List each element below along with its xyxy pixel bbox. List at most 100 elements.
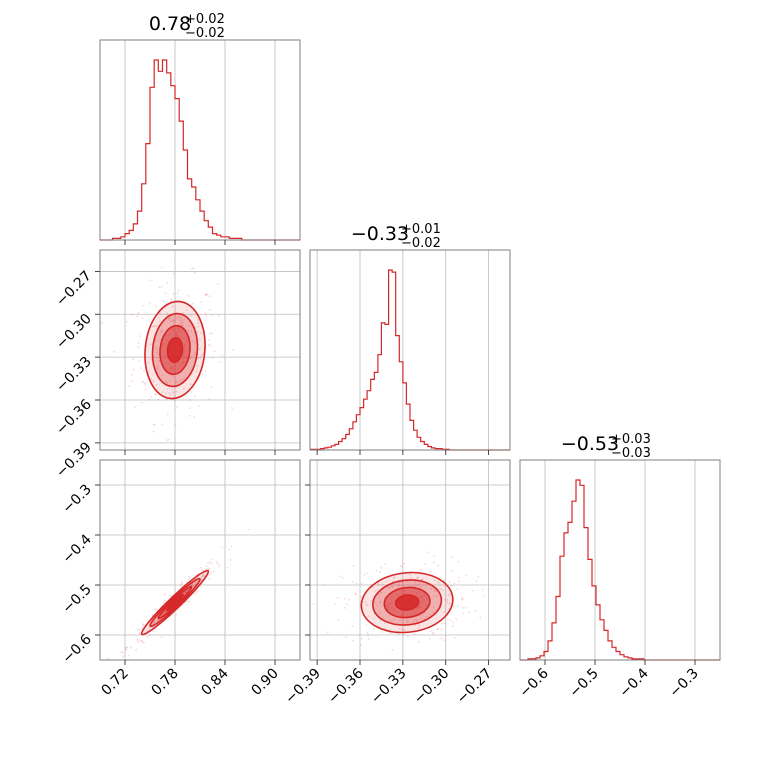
scatter-panel-2-1 [309,459,511,664]
sample-point [433,555,435,557]
sample-point [482,594,485,597]
sample-point [156,619,159,622]
sample-point [450,584,453,587]
sample-point [143,382,146,384]
sample-point [437,628,440,631]
sample-point [165,380,168,383]
sample-point [182,324,184,327]
sample-point [161,423,164,426]
sample-point [162,300,165,303]
sample-point [231,407,234,409]
sample-point [449,593,452,596]
x-tick-label: 0.78 [148,666,181,699]
panel-frame [309,459,511,661]
sample-point [462,606,464,609]
sample-point [168,317,171,320]
sample-point [443,584,446,587]
sample-point [221,354,224,357]
sample-point [443,611,445,613]
sample-point [313,602,315,605]
sample-point [399,618,401,621]
sample-point [122,655,125,657]
sample-point [151,325,154,328]
y-tick-label: −0.6 [59,631,94,666]
sample-point [211,332,214,334]
sample-point [415,619,418,622]
sample-point [148,634,151,637]
sample-point [193,416,195,418]
sample-point [201,569,204,572]
sample-point [391,649,394,651]
sample-point [401,628,403,631]
sample-point [416,577,419,580]
sample-point [177,289,180,292]
sample-point [127,654,130,657]
sample-point [451,569,454,572]
sample-point [126,646,129,649]
sample-point [380,591,382,594]
sample-point [186,600,189,603]
x-tick-label: 0.84 [198,665,231,698]
sample-point [150,377,152,380]
sample-point [160,286,163,288]
sample-point [175,317,178,320]
sample-point [406,619,409,622]
sample-point [368,615,371,617]
sample-point [126,320,128,323]
sample-point [164,292,167,295]
sample-point [144,388,147,390]
sample-point [391,580,394,583]
sample-point [177,315,179,318]
panel-frame [309,249,511,451]
sample-point [437,564,440,567]
sample-point [152,622,155,625]
sample-point [366,631,369,634]
sample-point [365,603,368,606]
sample-point [154,393,157,396]
sample-point [436,627,439,630]
sample-point [131,380,134,382]
y-tick-label: −0.39 [53,439,95,481]
sample-point [194,353,196,356]
sample-point [345,636,348,639]
sample-point [187,329,190,331]
sample-point [189,398,192,401]
sample-point [166,312,169,315]
sample-point [471,589,474,592]
sample-point [152,430,155,433]
sample-point [204,370,207,372]
sample-point [141,627,144,630]
sample-point [121,665,123,667]
sample-point [146,636,149,638]
sample-point [481,588,484,591]
sample-point [398,585,400,588]
sample-point [190,330,193,332]
sample-point [226,566,229,569]
sample-point [154,346,157,349]
sample-point [213,570,215,573]
panel-frame [99,39,301,241]
sample-point [373,617,376,619]
sample-point [153,621,156,623]
sample-point [230,545,233,548]
sample-point [417,627,420,629]
sample-point [139,632,141,635]
sample-point [180,321,183,324]
sample-point [416,618,419,621]
sample-point [429,570,431,573]
sample-point [160,636,163,638]
x-tick-label: −0.33 [368,666,410,708]
sample-point [376,588,379,591]
sample-point [150,358,153,361]
sample-point [193,585,196,587]
sample-point [167,438,170,441]
sample-point [216,561,218,563]
sample-point [378,593,380,596]
sample-point [168,595,171,597]
sample-point [196,368,198,371]
sample-point [400,662,402,664]
sample-point [417,583,420,586]
sample-point [389,619,392,622]
sample-point [455,618,457,621]
sample-point [437,582,440,584]
